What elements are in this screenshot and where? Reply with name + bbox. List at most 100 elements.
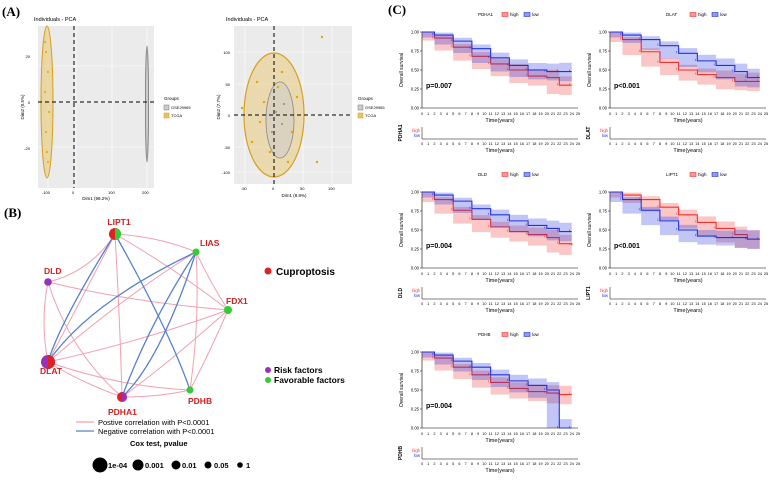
- km-legend-gene: DLAT: [666, 12, 677, 17]
- km-risk-xtick: 11: [489, 462, 493, 466]
- km-risk-xtick: 13: [689, 142, 693, 146]
- km-ytick: 1.00: [599, 30, 608, 35]
- km-risk-xtick: 25: [576, 462, 580, 466]
- km-ci-band-high: [610, 192, 760, 249]
- km-risk-xtick: 14: [507, 462, 511, 466]
- km-risk-xtick: 20: [733, 142, 737, 146]
- km-legend-low-swatch: [523, 332, 531, 337]
- km-xtick: 13: [689, 112, 693, 116]
- km-xtick: 14: [507, 432, 511, 436]
- pca-legend-title: Groups: [164, 96, 180, 101]
- km-ytick: 1.00: [599, 190, 608, 195]
- node-label: PDHA1: [108, 407, 137, 417]
- km-risk-xtick: 4: [446, 462, 448, 466]
- km-xtick: 10: [670, 272, 674, 276]
- pca-plot-1: Individuals - PCA 20 0 -20 -100 0 100 20…: [20, 17, 191, 201]
- km-xtick: 3: [440, 432, 442, 436]
- km-xtick: 6: [458, 112, 460, 116]
- km-risk-xtick: 11: [489, 142, 493, 146]
- network-node-lias: [192, 248, 200, 256]
- km-xtick: 11: [677, 112, 681, 116]
- km-ytick: 0.50: [411, 228, 420, 233]
- km-legend-gene: PDHB: [478, 332, 491, 337]
- km-xtick: 1: [615, 272, 617, 276]
- km-risk-xtick: 0: [421, 302, 423, 306]
- km-xtick: 1: [427, 272, 429, 276]
- km-ytick: 0.25: [411, 87, 420, 92]
- km-legend-low-swatch: [523, 172, 531, 177]
- km-risk-xtick: 11: [489, 302, 493, 306]
- km-risk-xtick: 17: [714, 302, 718, 306]
- pca-xtick: 100: [108, 190, 115, 195]
- km-risk-xtick: 21: [739, 142, 743, 146]
- km-ylabel: Overall survival: [587, 213, 593, 247]
- km-ylabel: Overall survival: [587, 53, 593, 87]
- km-xtick: 17: [526, 272, 530, 276]
- pca-ytick: 0: [228, 113, 231, 118]
- pca-title: Individuals - PCA: [34, 17, 77, 23]
- km-ytick: 0.50: [599, 228, 608, 233]
- km-risk-xtick: 9: [477, 462, 479, 466]
- km-risk-xtick: 20: [545, 462, 549, 466]
- node-label: PDHB: [188, 396, 212, 406]
- km-risk-xtick: 17: [526, 302, 530, 306]
- km-risk-xtick: 24: [570, 142, 574, 146]
- favorable-legend-dot: [265, 377, 271, 383]
- km-risk-xtick: 24: [570, 302, 574, 306]
- km-curve-low: [610, 31, 760, 79]
- km-xtick: 6: [458, 432, 460, 436]
- km-xtick: 22: [557, 272, 561, 276]
- pca-xtick: 200: [142, 190, 149, 195]
- km-risk-xtick: 8: [471, 462, 473, 466]
- km-risk-xtick: 0: [421, 462, 423, 466]
- km-risk-gene: DLAT: [586, 127, 592, 140]
- km-legend-gene: DLD: [478, 172, 488, 177]
- km-risk-xtick: 9: [665, 142, 667, 146]
- pca-ylabel: Dim2 (7.7%): [216, 94, 221, 120]
- km-xtick: 25: [764, 112, 768, 116]
- km-legend-low: low: [532, 332, 540, 337]
- km-pvalue: p=0.004: [426, 403, 452, 410]
- km-risk-xtick: 18: [720, 142, 724, 146]
- pca-xtick: 100: [328, 186, 335, 191]
- cox-dot: [92, 457, 108, 473]
- km-risk-xtick: 10: [482, 462, 486, 466]
- km-risk-xtick: 17: [526, 142, 530, 146]
- network-node-dld: [44, 278, 52, 286]
- km-risk-xtick: 14: [507, 142, 511, 146]
- km-xtick: 25: [576, 432, 580, 436]
- pca-ytick: 20: [26, 54, 31, 59]
- km-xtick: 6: [646, 272, 648, 276]
- cox-level: 1e-04: [108, 461, 128, 470]
- km-risk-xtick: 6: [458, 142, 460, 146]
- cox-dot: [132, 459, 144, 471]
- pos-corr-legend: Postive correlation with P<0.0001: [98, 418, 210, 427]
- km-risk-high-label: high: [600, 128, 609, 133]
- km-xtick: 24: [758, 112, 762, 116]
- km-risk-xtick: 23: [751, 142, 755, 146]
- km-xtick: 7: [465, 112, 467, 116]
- km-risk-xtick: 4: [446, 142, 448, 146]
- km-ytick: 0.75: [411, 209, 420, 214]
- km-xtick: 22: [557, 432, 561, 436]
- km-xtick: 3: [440, 272, 442, 276]
- km-xtick: 21: [551, 112, 555, 116]
- km-risk-xtick: 4: [446, 302, 448, 306]
- km-risk-xtick: 22: [557, 142, 561, 146]
- km-xtick: 14: [695, 272, 699, 276]
- km-ci-band-low: [610, 192, 760, 249]
- pca-xlabel: Dim1 (98.2%): [82, 196, 110, 201]
- km-xtick: 12: [495, 432, 499, 436]
- km-xtick: 19: [726, 272, 730, 276]
- km-risk-xtick: 21: [551, 462, 555, 466]
- cox-dot: [171, 460, 181, 470]
- km-pvalue: p=0.007: [426, 83, 452, 90]
- km-xtick: 20: [545, 272, 549, 276]
- km-xtick: 9: [477, 432, 479, 436]
- km-ytick: 0.25: [599, 87, 608, 92]
- km-risk-xtick: 17: [526, 462, 530, 466]
- km-ci-band-low: [422, 352, 572, 428]
- network-node-pdhb: [186, 386, 194, 394]
- cox-dot: [237, 462, 243, 468]
